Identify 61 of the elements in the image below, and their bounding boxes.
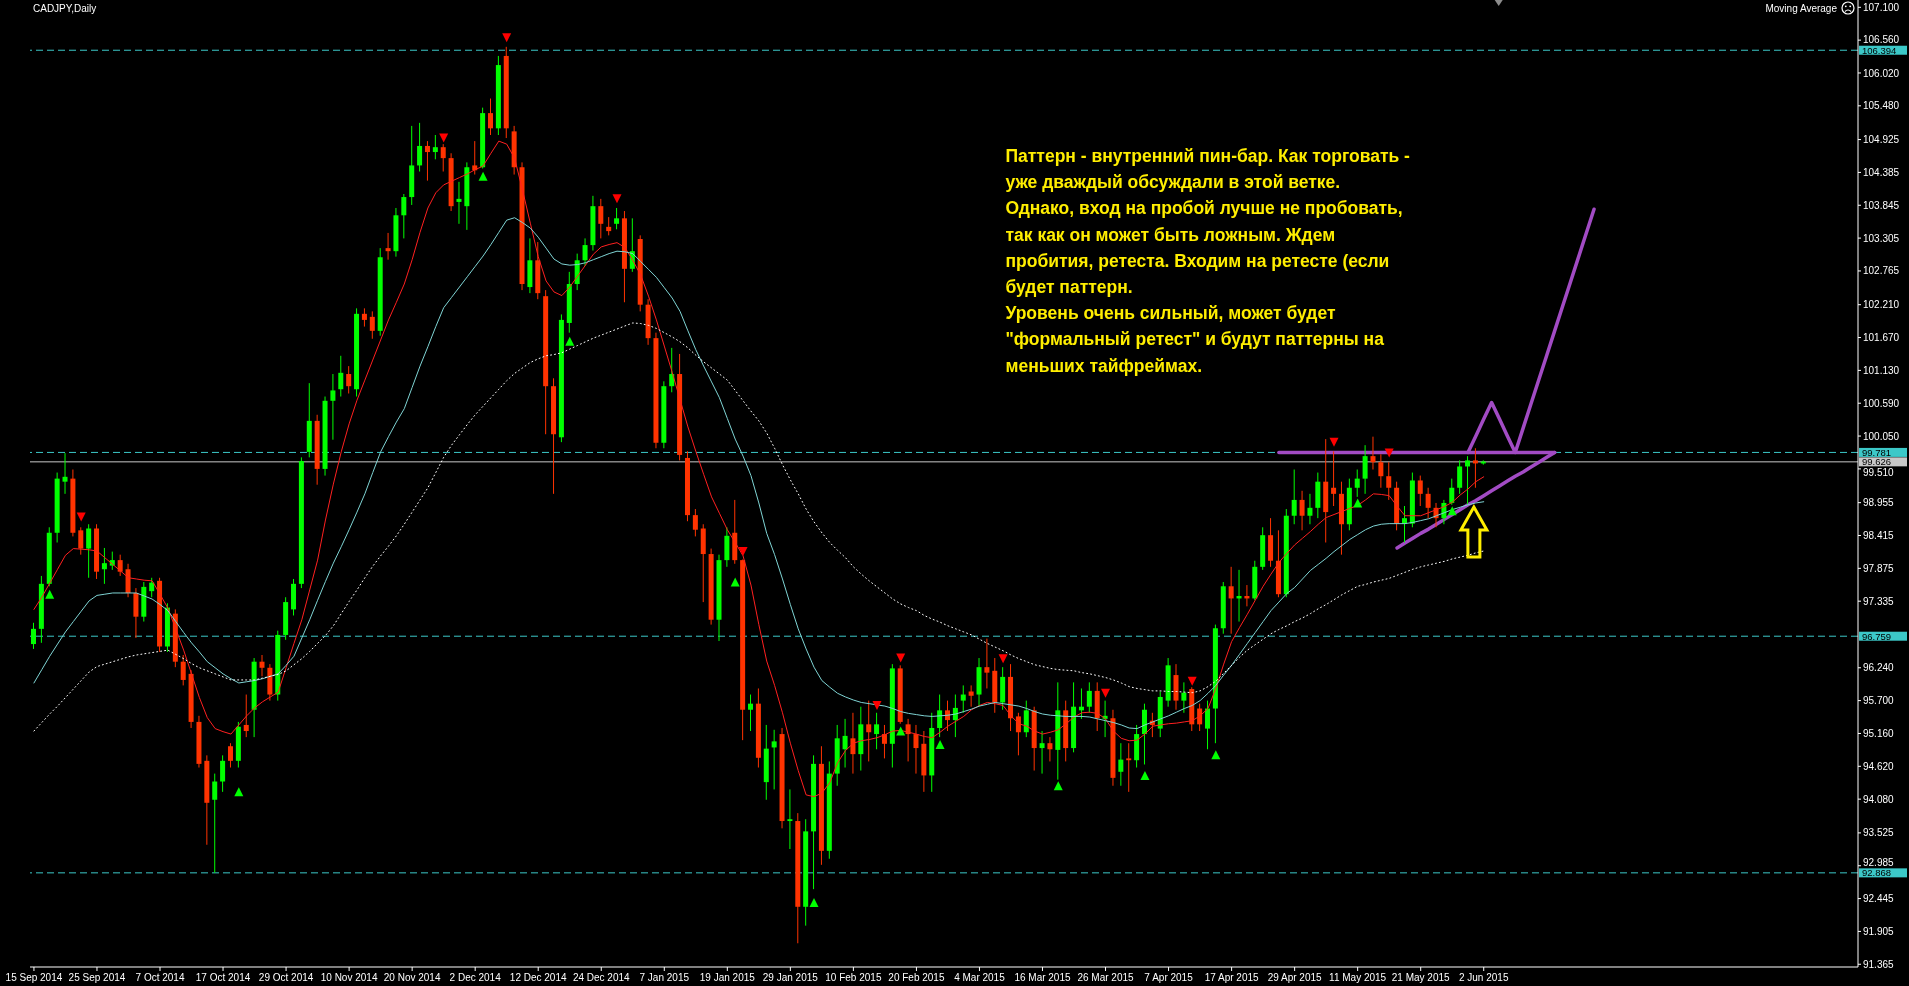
y-tick-label: 91.365	[1863, 958, 1895, 970]
x-tick-label: 7 Jan 2015	[639, 972, 690, 983]
x-tick-label: 2 Jun 2015	[1458, 972, 1509, 983]
ref-line-label: 99.781	[1862, 446, 1892, 458]
x-tick-label: 10 Feb 2015	[825, 972, 882, 983]
x-tick-label: 2 Dec 2014	[449, 972, 502, 983]
x-tick-label: 4 Mar 2015	[954, 972, 1006, 983]
chart-subtitle: Moving Average	[1765, 3, 1838, 14]
x-tick-label: 29 Oct 2014	[258, 972, 314, 983]
y-tick-label: 101.670	[1863, 332, 1900, 344]
text: Паттерн - внутренний пин-бар. Как торговать - уже дваждый обсуждали в этой ветке. Однако, вход на пробой лучше не пробовать, так как он может быть ложным. Ждем пробития, ретеста. Входим на ретесте (если будет паттерн. Уровень очень сильный, может будет "формальный ретест" и будут паттерны на меньших тайфреймах.	[1005, 146, 1410, 376]
y-tick-label: 98.955	[1863, 497, 1895, 509]
y-tick-label: 98.415	[1863, 530, 1895, 542]
y-tick-label: 94.080	[1863, 793, 1895, 805]
y-tick-label: 102.765	[1863, 265, 1900, 277]
x-tick-label: 11 May 2015	[1329, 972, 1387, 983]
y-tick-label: 106.020	[1863, 67, 1900, 79]
x-tick-label: 26 Mar 2015	[1077, 972, 1135, 983]
x-tick-label: 12 Dec 2014	[509, 972, 567, 983]
y-tick-label: 95.160	[1863, 728, 1895, 740]
y-tick-label: 97.335	[1863, 595, 1895, 607]
x-tick-label: 7 Apr 2015	[1144, 972, 1194, 983]
x-tick-label: 29 Jan 2015	[762, 972, 819, 983]
y-tick-label: 103.305	[1863, 232, 1900, 244]
x-tick-label: 10 Nov 2014	[320, 972, 378, 983]
y-tick-label: 106.560	[1863, 34, 1900, 46]
y-tick-label: 100.590	[1863, 397, 1900, 409]
y-tick-label: 104.925	[1863, 134, 1900, 146]
y-tick-label: 91.905	[1863, 925, 1895, 937]
x-tick-label: 7 Oct 2014	[135, 972, 185, 983]
x-tick-label: 24 Dec 2014	[572, 972, 631, 983]
x-tick-label: 16 Mar 2015	[1014, 972, 1071, 983]
ref-line-label: 96.759	[1862, 630, 1892, 642]
x-tick-label: 20 Nov 2014	[383, 972, 441, 983]
x-tick-label: 17 Apr 2015	[1204, 972, 1259, 983]
x-tick-label: 17 Oct 2014	[195, 972, 251, 983]
y-tick-label: 94.620	[1863, 760, 1895, 772]
y-tick-label: 105.480	[1863, 100, 1900, 112]
y-tick-label: 101.130	[1863, 364, 1900, 376]
x-tick-label: 21 May 2015	[1391, 972, 1451, 983]
ref-line-label: 99.626	[1862, 456, 1892, 468]
y-tick-label: 93.525	[1863, 827, 1895, 839]
y-tick-label: 92.985	[1863, 856, 1895, 868]
ref-line-label: 92.868	[1862, 867, 1892, 879]
y-tick-label: 95.700	[1863, 695, 1895, 707]
y-tick-label: 107.100	[1863, 1, 1900, 13]
x-tick-label: 20 Feb 2015	[888, 972, 945, 983]
ref-line-label: 106.394	[1862, 44, 1897, 56]
y-tick-label: 103.845	[1863, 199, 1900, 211]
y-tick-label: 92.445	[1863, 893, 1895, 905]
x-tick-label: 19 Jan 2015	[699, 972, 756, 983]
y-tick-label: 96.240	[1863, 662, 1895, 674]
y-tick-label: 102.210	[1863, 299, 1900, 311]
y-tick-label: 97.875	[1863, 562, 1895, 574]
y-tick-label: 100.050	[1863, 430, 1900, 442]
y-tick-label: 104.385	[1863, 166, 1900, 178]
x-tick-label: 25 Sep 2014	[68, 972, 126, 983]
chart-title: CADJPY,Daily	[33, 3, 97, 14]
y-tick-label: 99.510	[1863, 466, 1895, 478]
x-tick-label: 29 Apr 2015	[1267, 972, 1323, 983]
x-tick-label: 15 Sep 2014	[5, 972, 63, 983]
